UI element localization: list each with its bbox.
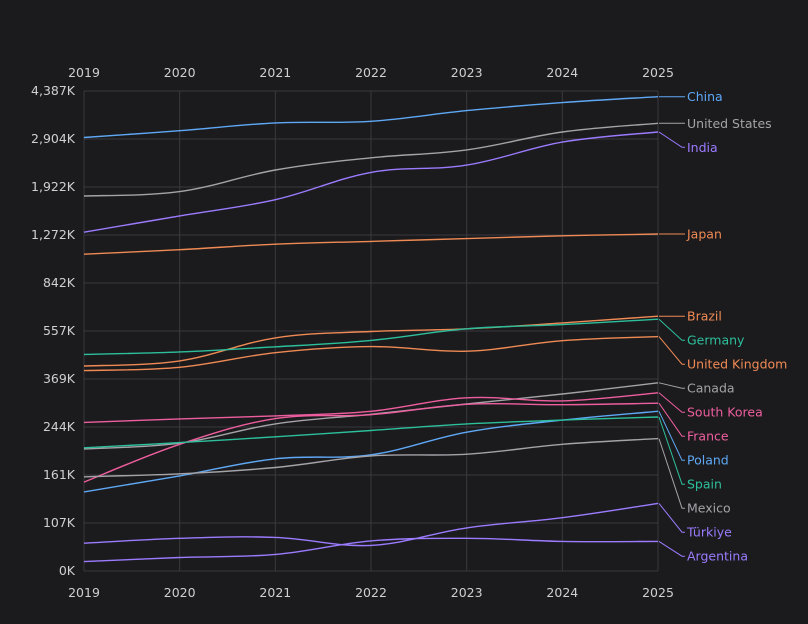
series-line-india [83,131,659,233]
series-line-south-korea [83,392,659,424]
x-tick-label-bottom: 2024 [546,585,578,600]
leader-mexico [658,438,685,509]
x-tick-label-top: 2022 [355,65,387,80]
leader-france [658,402,685,437]
series-line-germany [83,318,659,356]
x-tick-label-bottom: 2019 [68,585,100,600]
series-label-spain: Spain [687,477,722,492]
y-tick-label: 2,904K [31,131,76,146]
leader-germany [658,318,685,341]
y-tick-label: 1,272K [31,227,76,242]
leader-spain [658,416,685,485]
y-axis: 0K 107K 161K 244K 369K 557K 842K 1,272K 1,922K 2,… [31,83,76,578]
y-tick-label: 1,922K [31,179,76,194]
series-label-mexico: Mexico [687,501,731,516]
x-tick-label-bottom: 2025 [642,585,674,600]
series-label-japan: Japan [686,227,722,242]
series-label-india: India [687,140,718,155]
series-labels: China United States India Japan Brazil German… [686,89,787,563]
leader-united-kingdom [658,336,685,365]
series-line-china [83,96,659,139]
series-line-united-states [83,122,659,197]
y-tick-label: 842K [43,275,76,290]
x-tick-label-top: 2019 [68,65,100,80]
series-label-brazil: Brazil [687,309,722,324]
y-tick-label: 4,387K [31,83,76,98]
leader-poland [658,411,685,461]
series-line-spain [83,416,659,449]
series-label-argentina: Argentina [687,549,748,564]
x-tick-label-top: 2020 [164,65,196,80]
y-tick-label: 161K [43,467,76,482]
series-label-poland: Poland [687,453,729,468]
leader-turkiye [658,503,685,533]
y-tick-label: 369K [43,371,76,386]
y-tick-label: 557K [43,323,76,338]
x-axis-bottom: 2019 2020 2021 2022 2023 2024 2025 [68,585,674,600]
x-tick-label-bottom: 2020 [164,585,196,600]
x-tick-label-top: 2023 [451,65,483,80]
x-tick-label-bottom: 2022 [355,585,387,600]
x-tick-label-bottom: 2021 [259,585,291,600]
series-line-argentina [83,537,659,563]
x-tick-label-top: 2025 [642,65,674,80]
series-line-mexico [83,437,659,478]
series-line-japan [83,233,659,255]
leader-canada [658,382,685,389]
series-line-turkiye [83,502,659,547]
x-axis-top: 2019 2020 2021 2022 2023 2024 2025 [68,65,674,80]
x-tick-label-top: 2024 [546,65,578,80]
series-label-turkiye: Türkiye [686,525,732,540]
series-label-united-states: United States [687,116,772,131]
y-tick-label: 244K [43,419,76,434]
leader-india [658,131,685,148]
series-label-south-korea: South Korea [687,405,763,420]
series-label-united-kingdom: United Kingdom [687,357,787,372]
series-label-france: France [687,429,729,444]
y-tick-label: 107K [43,515,76,530]
series-line-brazil [83,315,659,367]
label-leaders [658,96,685,557]
series-line-france [83,402,659,483]
leader-argentina [658,540,685,557]
x-tick-label-top: 2021 [259,65,291,80]
series-label-china: China [687,89,723,104]
x-tick-label-bottom: 2023 [451,585,483,600]
leader-south-korea [658,392,685,413]
series-label-germany: Germany [687,333,745,348]
y-tick-label: 0K [59,563,76,578]
series-lines [83,96,659,563]
series-label-canada: Canada [687,381,735,396]
series-line-united-kingdom [83,335,659,372]
